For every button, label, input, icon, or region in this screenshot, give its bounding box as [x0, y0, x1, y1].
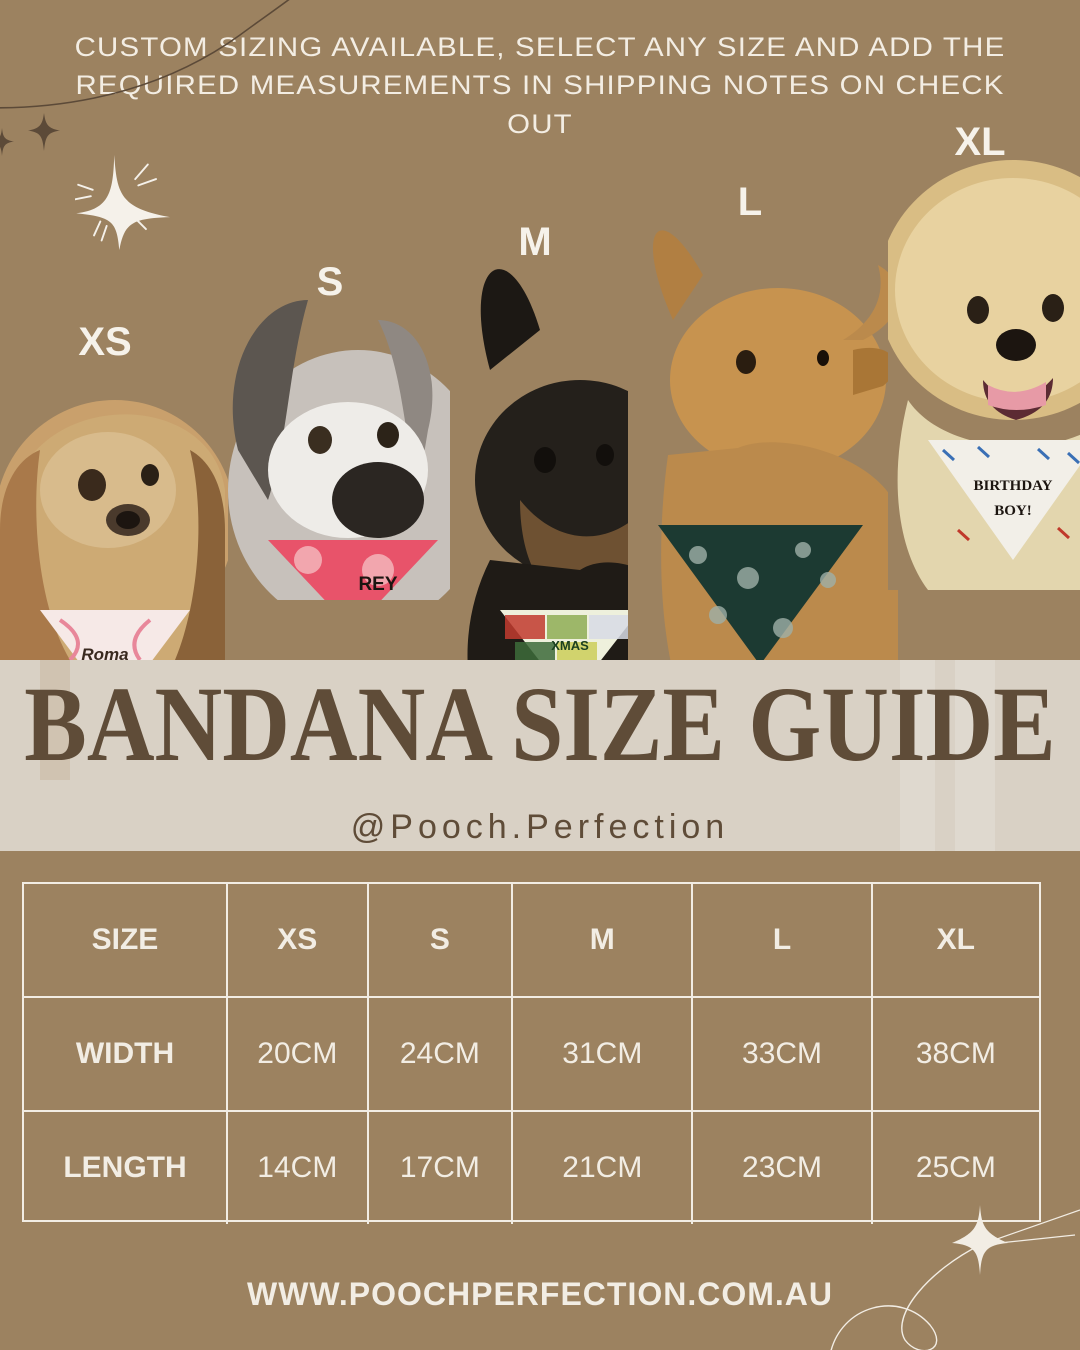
svg-text:XMAS: XMAS — [551, 638, 589, 653]
svg-text:BOY!: BOY! — [994, 503, 1032, 519]
svg-text:BIRTHDAY: BIRTHDAY — [974, 478, 1053, 494]
svg-text:REY: REY — [358, 574, 397, 595]
svg-text:Roma: Roma — [81, 645, 128, 660]
